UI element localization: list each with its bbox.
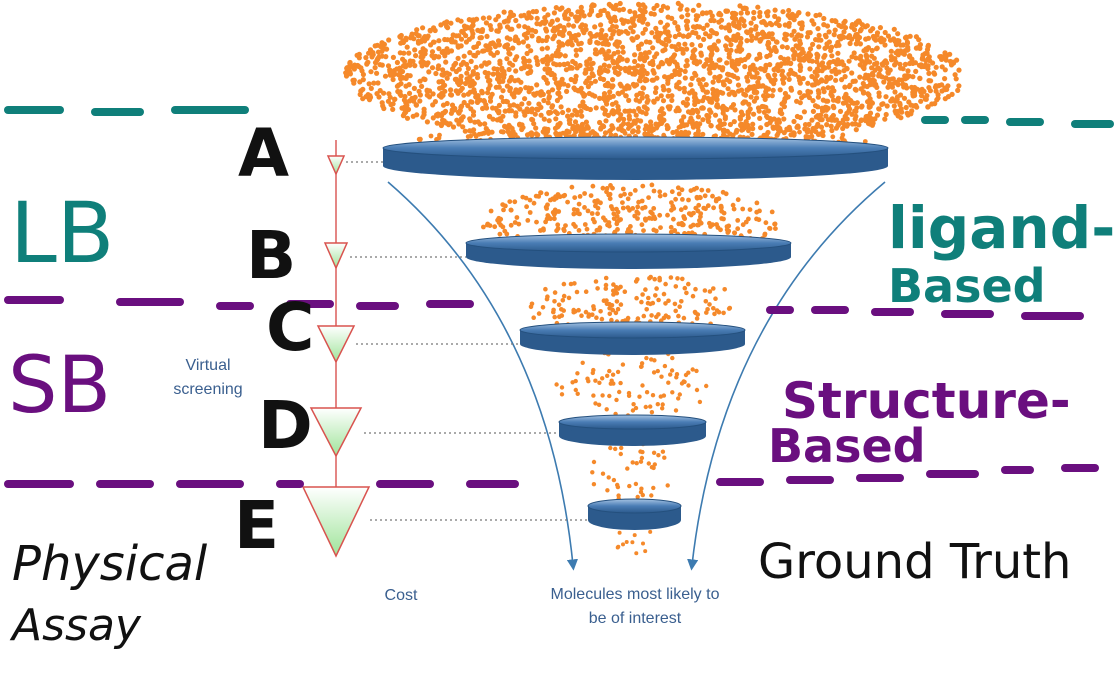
cost-triangle-c bbox=[316, 325, 356, 364]
funnel-arrow-right bbox=[687, 181, 886, 571]
stage-letter-d: D bbox=[258, 387, 313, 464]
virtual-screening-line2: screening bbox=[173, 381, 242, 398]
dotted-connectors bbox=[346, 161, 588, 521]
cost-label: Cost bbox=[385, 587, 418, 604]
purple-dashed-line-lower bbox=[4, 464, 1099, 488]
structure-label-line2: Based bbox=[768, 419, 926, 473]
structure-label-line1: Structure- bbox=[782, 372, 1071, 430]
stage-letter-e: E bbox=[234, 487, 279, 564]
molecules-label-line2: be of interest bbox=[589, 610, 682, 627]
cost-triangle-b bbox=[323, 242, 349, 270]
cost-triangles bbox=[301, 155, 371, 558]
disc-a bbox=[382, 136, 889, 180]
stage-letter-b: B bbox=[246, 217, 296, 294]
disc-e bbox=[587, 498, 682, 530]
molecules-label-line1: Molecules most likely to bbox=[551, 586, 720, 603]
disc-b bbox=[465, 233, 792, 269]
virtual-screening-line1: Virtual bbox=[185, 357, 230, 374]
disc-c bbox=[519, 321, 746, 355]
disc-d bbox=[558, 414, 707, 446]
sb-label: SB bbox=[8, 341, 111, 431]
physical-label-line1: Physical bbox=[12, 536, 208, 592]
cost-triangle-d bbox=[309, 407, 363, 458]
cost-triangle-a bbox=[326, 155, 346, 176]
ligand-label-line2: Based bbox=[888, 259, 1046, 313]
lb-label: LB bbox=[10, 184, 114, 282]
ground-truth-label: Ground Truth bbox=[758, 534, 1071, 590]
cost-triangle-e bbox=[301, 486, 371, 558]
teal-dashed-line bbox=[4, 106, 1114, 128]
stage-letter-c: C bbox=[266, 289, 314, 366]
physical-label-line2: Assay bbox=[9, 600, 142, 651]
ligand-label-line1: ligand- bbox=[888, 194, 1115, 262]
stage-letter-a: A bbox=[238, 115, 289, 192]
purple-dashed-line-upper bbox=[4, 296, 1084, 320]
funnel-arrow-left bbox=[387, 181, 579, 571]
